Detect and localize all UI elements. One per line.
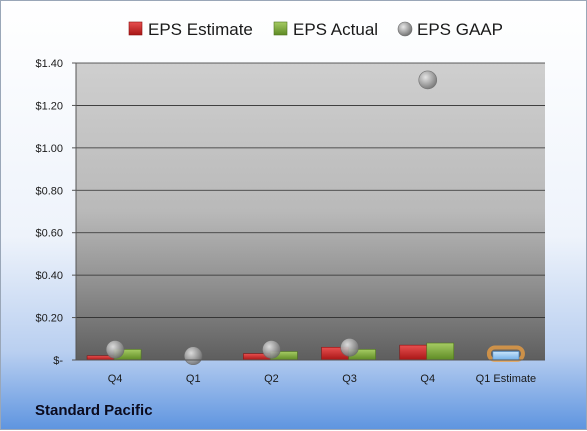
grid-lines bbox=[76, 62, 545, 361]
x-axis: Q4 Q1 Q2 Q3 Q4 Q1 Estimate bbox=[76, 359, 545, 385]
legend-swatch bbox=[397, 21, 413, 37]
legend-swatch bbox=[128, 21, 143, 36]
eps-gaap-bubble bbox=[183, 346, 203, 366]
y-tick-label: $1.40 bbox=[35, 58, 63, 70]
eps-gaap-bubble bbox=[340, 337, 359, 357]
company-label: Standard Pacific bbox=[35, 402, 153, 419]
x-tick-label: Q1 bbox=[186, 373, 201, 385]
y-tick-label: $1.20 bbox=[35, 100, 63, 112]
y-tick-label: $0.60 bbox=[35, 228, 63, 240]
eps-gaap-bubble bbox=[262, 340, 281, 359]
x-tick-label: Q4 bbox=[420, 373, 435, 385]
legend-label: EPS Actual bbox=[293, 20, 378, 39]
legend-label: EPS GAAP bbox=[417, 20, 503, 39]
y-tick-label: $- bbox=[53, 355, 63, 367]
y-axis: $- $0.20 $0.40 $0.60 $0.80 $1.00 $1.20 $1.40 bbox=[35, 58, 77, 367]
y-tick-label: $0.80 bbox=[35, 185, 63, 197]
y-tick-label: $1.00 bbox=[35, 143, 63, 155]
x-tick-label: Q3 bbox=[342, 373, 357, 385]
data-marks bbox=[86, 70, 525, 366]
y-tick-label: $0.40 bbox=[35, 270, 63, 282]
legend: EPS Estimate EPS Actual EPS GAAP bbox=[128, 20, 503, 39]
eps-gaap-bubble bbox=[105, 340, 125, 359]
y-tick-label: $0.20 bbox=[35, 313, 63, 325]
legend-label: EPS Estimate bbox=[148, 20, 253, 39]
x-tick-label: Q2 bbox=[264, 373, 279, 385]
eps-actual-bar bbox=[426, 342, 455, 361]
x-tick-label: Q1 Estimate bbox=[476, 373, 537, 385]
x-tick-label: Q4 bbox=[108, 373, 123, 385]
eps-estimate-forward-bar bbox=[492, 351, 520, 361]
legend-swatch bbox=[273, 21, 288, 36]
eps-estimate-bar bbox=[399, 344, 428, 361]
eps-gaap-bubble bbox=[418, 70, 438, 90]
plot-area bbox=[76, 63, 545, 360]
